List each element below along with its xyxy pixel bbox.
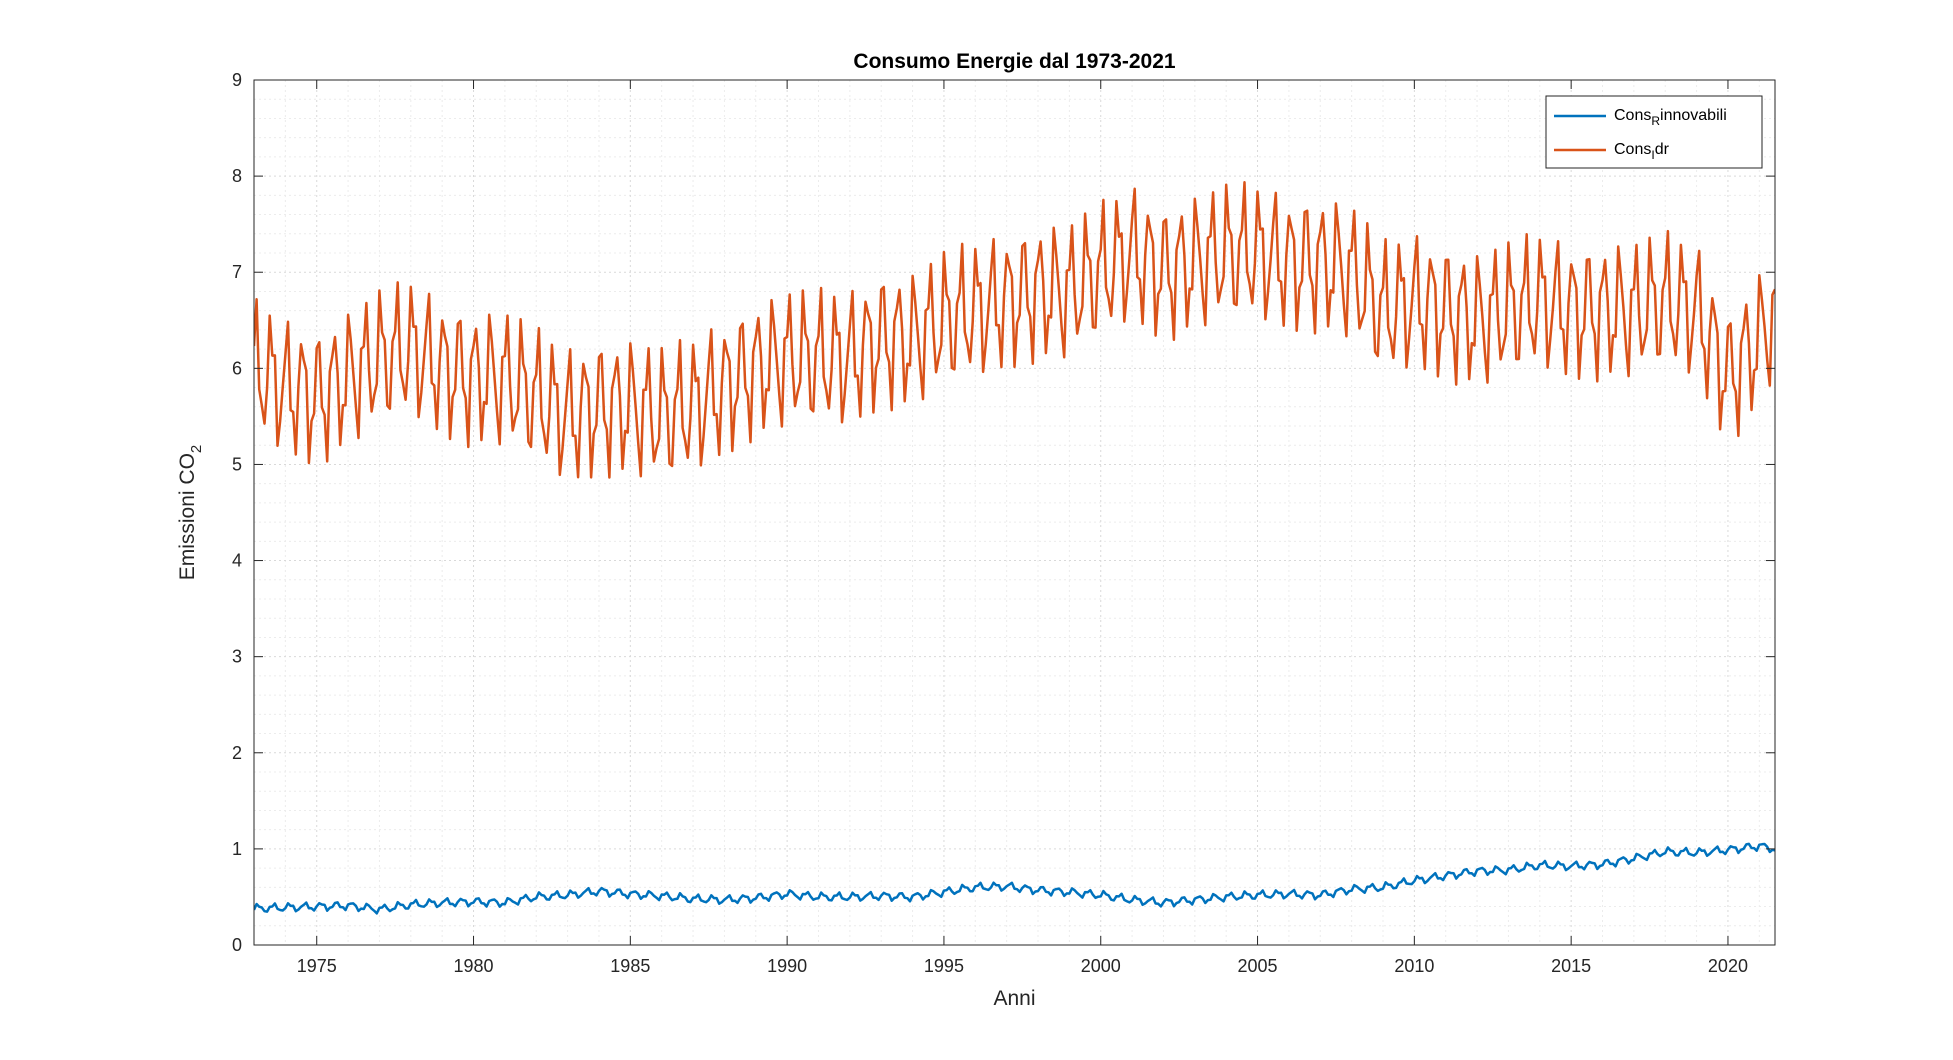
x-tick-label: 1975 (297, 956, 337, 976)
y-tick-label: 7 (232, 262, 242, 282)
y-tick-label: 9 (232, 70, 242, 90)
y-tick-label: 5 (232, 454, 242, 474)
x-axis-label: Anni (993, 987, 1035, 1010)
y-axis-label-subscript: 2 (188, 445, 205, 453)
x-tick-label: 1995 (924, 956, 964, 976)
y-tick-label: 2 (232, 743, 242, 763)
legend-entry-idr-sub: I (1651, 148, 1654, 162)
plot-area-frame (253, 79, 1776, 946)
series-lines (254, 181, 1775, 915)
x-tick-label: 2020 (1708, 956, 1748, 976)
y-axis-label: Emissioni CO2 (176, 445, 205, 581)
y-axis-label-main: Emissioni CO (176, 453, 199, 580)
y-tick-label: 8 (232, 166, 242, 186)
legend-entry-idr-rest: dr (1655, 141, 1670, 158)
x-tick-label: 2015 (1551, 956, 1591, 976)
x-tick-label: 2005 (1238, 956, 1278, 976)
series-line-idr (254, 181, 1775, 479)
x-tick-label: 2010 (1394, 956, 1434, 976)
axis-ticks: 1975 1980 1985 1990 1995 2000 2005 2010 2015 2020… (232, 70, 1775, 976)
legend-entry-idr: ConsIdr (1614, 141, 1670, 162)
y-tick-label: 0 (232, 935, 242, 955)
legend: ConsRinnovabili ConsIdr (1545, 95, 1763, 169)
legend-entry-rinnovabili-rest: innovabili (1660, 107, 1727, 124)
legend-entry-idr-main: Cons (1614, 141, 1651, 158)
x-tick-label: 1980 (454, 956, 494, 976)
x-tick-label: 1990 (767, 956, 807, 976)
y-tick-label: 1 (232, 839, 242, 859)
legend-entry-rinnovabili-sub: R (1651, 114, 1660, 128)
x-tick-label: 1985 (610, 956, 650, 976)
series-line-rinnovabili (254, 842, 1775, 915)
legend-box (1545, 95, 1763, 169)
legend-entry-rinnovabili-main: Cons (1614, 107, 1651, 124)
chart-title: Consumo Energie dal 1973-2021 (853, 50, 1175, 73)
y-tick-label: 6 (232, 358, 242, 378)
x-tick-label: 2000 (1081, 956, 1121, 976)
y-tick-label: 4 (232, 551, 242, 571)
grid-lines (253, 79, 1775, 946)
y-tick-label: 3 (232, 647, 242, 667)
legend-entry-rinnovabili: ConsRinnovabili (1614, 107, 1727, 128)
